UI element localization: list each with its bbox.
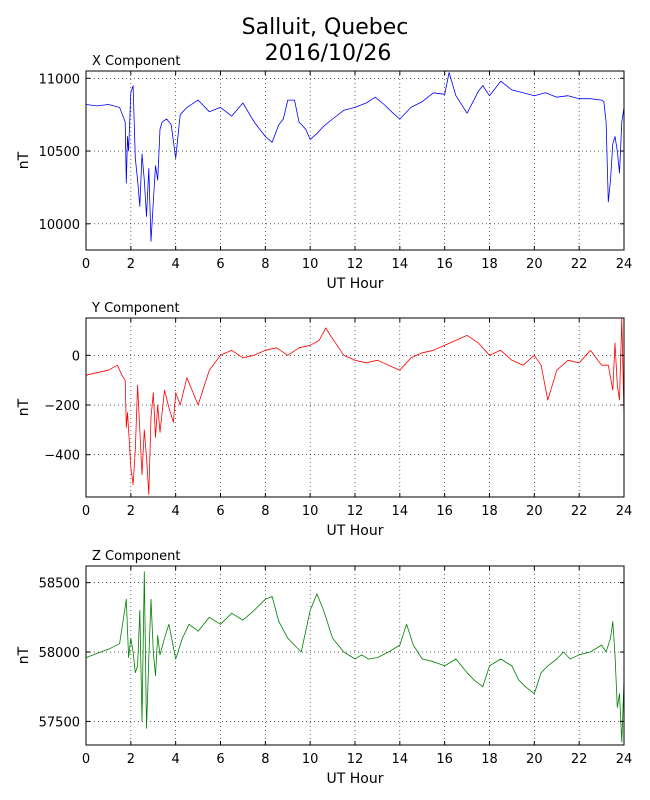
x-axis-label: UT Hour [327, 276, 384, 292]
x-tick-label: 2 [127, 752, 135, 767]
grid [86, 566, 624, 745]
x-tick-label: 14 [392, 257, 409, 272]
x-axis-label: UT Hour [327, 771, 384, 787]
x-tick-label: 24 [616, 752, 633, 767]
x-tick-label: 24 [616, 257, 633, 272]
y-tick-label: −200 [44, 399, 80, 414]
x-axis-label: UT Hour [327, 523, 384, 539]
series-line [85, 571, 625, 743]
figure-title-line2: 2016/10/26 [265, 41, 392, 66]
x-tick-label: 6 [216, 257, 224, 272]
x-tick-label: 22 [571, 257, 588, 272]
x-tick-label: 8 [261, 257, 269, 272]
x-tick-label: 8 [261, 752, 269, 767]
x-tick-label: 10 [302, 752, 319, 767]
x-tick-label: 10 [302, 257, 319, 272]
x-tick-label: 18 [481, 504, 498, 519]
x-tick-label: 16 [436, 752, 453, 767]
y-tick-label: 57500 [39, 715, 80, 730]
figure-title-line1: Salluit, Quebec [242, 15, 409, 40]
x-tick-label: 0 [82, 504, 90, 519]
y-tick-label: 58000 [39, 646, 80, 661]
x-tick-label: 20 [526, 257, 543, 272]
x-tick-label: 12 [347, 257, 364, 272]
y-tick-label: 10000 [39, 218, 80, 233]
panel-title: Z Component [92, 549, 181, 564]
y-tick-label: 10500 [39, 145, 80, 160]
grid [86, 318, 624, 497]
x-tick-label: 10 [302, 504, 319, 519]
x-tick-label: 0 [82, 752, 90, 767]
x-tick-label: 12 [347, 752, 364, 767]
y-axis-label: nT [16, 646, 32, 664]
y-tick-label: 58500 [39, 577, 80, 592]
y-tick-label: −400 [44, 449, 80, 464]
x-tick-label: 14 [392, 752, 409, 767]
x-tick-label: 18 [481, 257, 498, 272]
x-tick-label: 4 [172, 752, 180, 767]
series-line [85, 72, 625, 242]
x-tick-label: 6 [216, 504, 224, 519]
x-tick-label: 24 [616, 504, 633, 519]
x-tick-label: 0 [82, 257, 90, 272]
x-tick-label: 22 [571, 504, 588, 519]
x-tick-label: 12 [347, 504, 364, 519]
x-tick-label: 4 [172, 257, 180, 272]
panel-title: Y Component [91, 301, 180, 316]
x-tick-label: 2 [127, 257, 135, 272]
grid [86, 71, 624, 250]
series-line [85, 317, 625, 495]
x-tick-label: 8 [261, 504, 269, 519]
x-tick-label: 20 [526, 752, 543, 767]
x-tick-label: 22 [571, 752, 588, 767]
y-tick-label: 0 [72, 349, 80, 364]
y-axis-label: nT [16, 151, 32, 169]
y-tick-label: 11000 [39, 72, 80, 87]
x-tick-label: 20 [526, 504, 543, 519]
x-tick-label: 6 [216, 752, 224, 767]
x-tick-label: 16 [436, 504, 453, 519]
x-tick-label: 4 [172, 504, 180, 519]
y-axis-label: nT [16, 398, 32, 416]
x-tick-label: 2 [127, 504, 135, 519]
x-tick-label: 16 [436, 257, 453, 272]
panel-title: X Component [92, 54, 181, 69]
x-tick-label: 18 [481, 752, 498, 767]
x-tick-label: 14 [392, 504, 409, 519]
